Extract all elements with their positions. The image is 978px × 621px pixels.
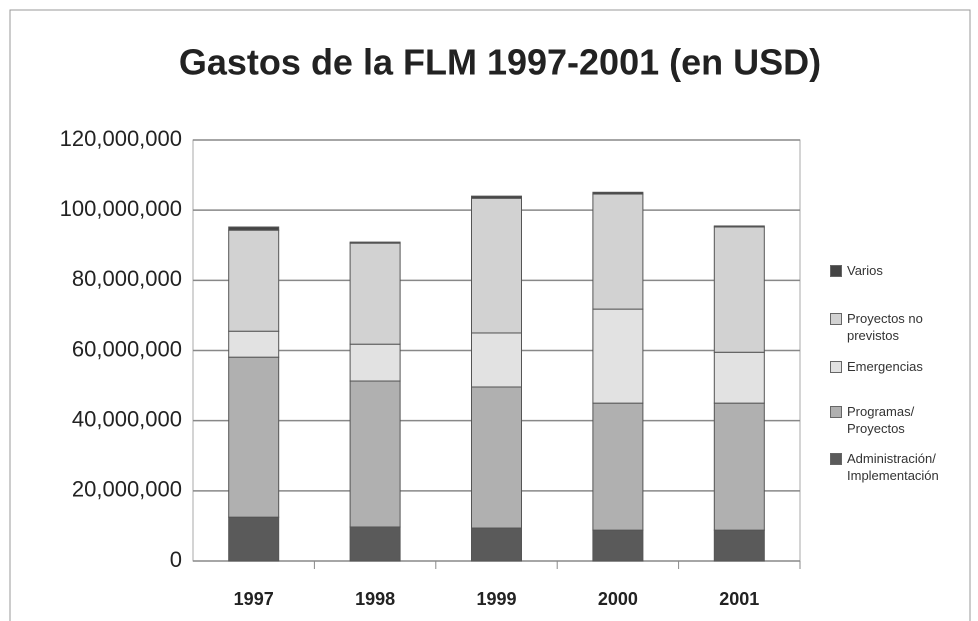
bar-segment bbox=[713, 351, 765, 404]
bar-segment bbox=[592, 191, 644, 195]
legend-label: Varios bbox=[847, 263, 883, 278]
bar-segment bbox=[349, 380, 401, 528]
legend-label: Programas/ Proyectos bbox=[847, 404, 915, 436]
bar-segment bbox=[471, 527, 522, 562]
x-tick-label: 1997 bbox=[234, 589, 274, 609]
y-tick-label: 0 bbox=[170, 547, 182, 572]
bar-segment bbox=[228, 516, 280, 562]
bar-segment bbox=[228, 330, 280, 358]
y-tick-label: 80,000,000 bbox=[72, 266, 182, 291]
bar-segment bbox=[349, 242, 401, 345]
bar-segment bbox=[471, 197, 522, 334]
bar-segment bbox=[713, 226, 765, 353]
y-tick-label: 40,000,000 bbox=[72, 406, 182, 431]
legend-swatch bbox=[830, 453, 842, 465]
bar-segment bbox=[471, 386, 522, 529]
x-tick-label: 1999 bbox=[476, 589, 516, 609]
y-tick-label: 120,000,000 bbox=[60, 126, 182, 151]
bar-segment bbox=[713, 529, 765, 562]
legend-swatch bbox=[830, 361, 842, 373]
bar-segment bbox=[228, 229, 280, 332]
bar-segment bbox=[592, 529, 644, 562]
bar-segment bbox=[349, 526, 401, 562]
legend-swatch bbox=[830, 265, 842, 277]
x-tick-label: 1998 bbox=[355, 589, 395, 609]
bar-segment bbox=[713, 225, 765, 228]
y-tick-label: 20,000,000 bbox=[72, 477, 182, 502]
bar-segment bbox=[592, 308, 644, 404]
chart-title: Gastos de la FLM 1997-2001 (en USD) bbox=[179, 42, 821, 83]
legend-label: Emergencias bbox=[847, 359, 923, 374]
legend-swatch bbox=[830, 406, 842, 418]
bar-segment bbox=[228, 226, 280, 231]
bar-segment bbox=[713, 402, 765, 531]
bar-segment bbox=[349, 241, 401, 244]
bar-segment bbox=[471, 195, 522, 199]
legend-swatch bbox=[830, 313, 842, 325]
bar-segment bbox=[592, 402, 644, 531]
y-tick-label: 100,000,000 bbox=[60, 196, 182, 221]
legend-label: Proyectos no previstos bbox=[847, 311, 923, 343]
bar-segment bbox=[592, 193, 644, 310]
legend-label: Administración/ Implementación bbox=[847, 451, 939, 483]
x-tick-label: 2000 bbox=[598, 589, 638, 609]
bar-segment bbox=[228, 356, 280, 518]
bar-segment bbox=[349, 343, 401, 382]
y-tick-label: 60,000,000 bbox=[72, 336, 182, 361]
chart-border bbox=[9, 9, 971, 621]
x-tick-label: 2001 bbox=[719, 589, 759, 609]
bar-segment bbox=[471, 332, 522, 388]
